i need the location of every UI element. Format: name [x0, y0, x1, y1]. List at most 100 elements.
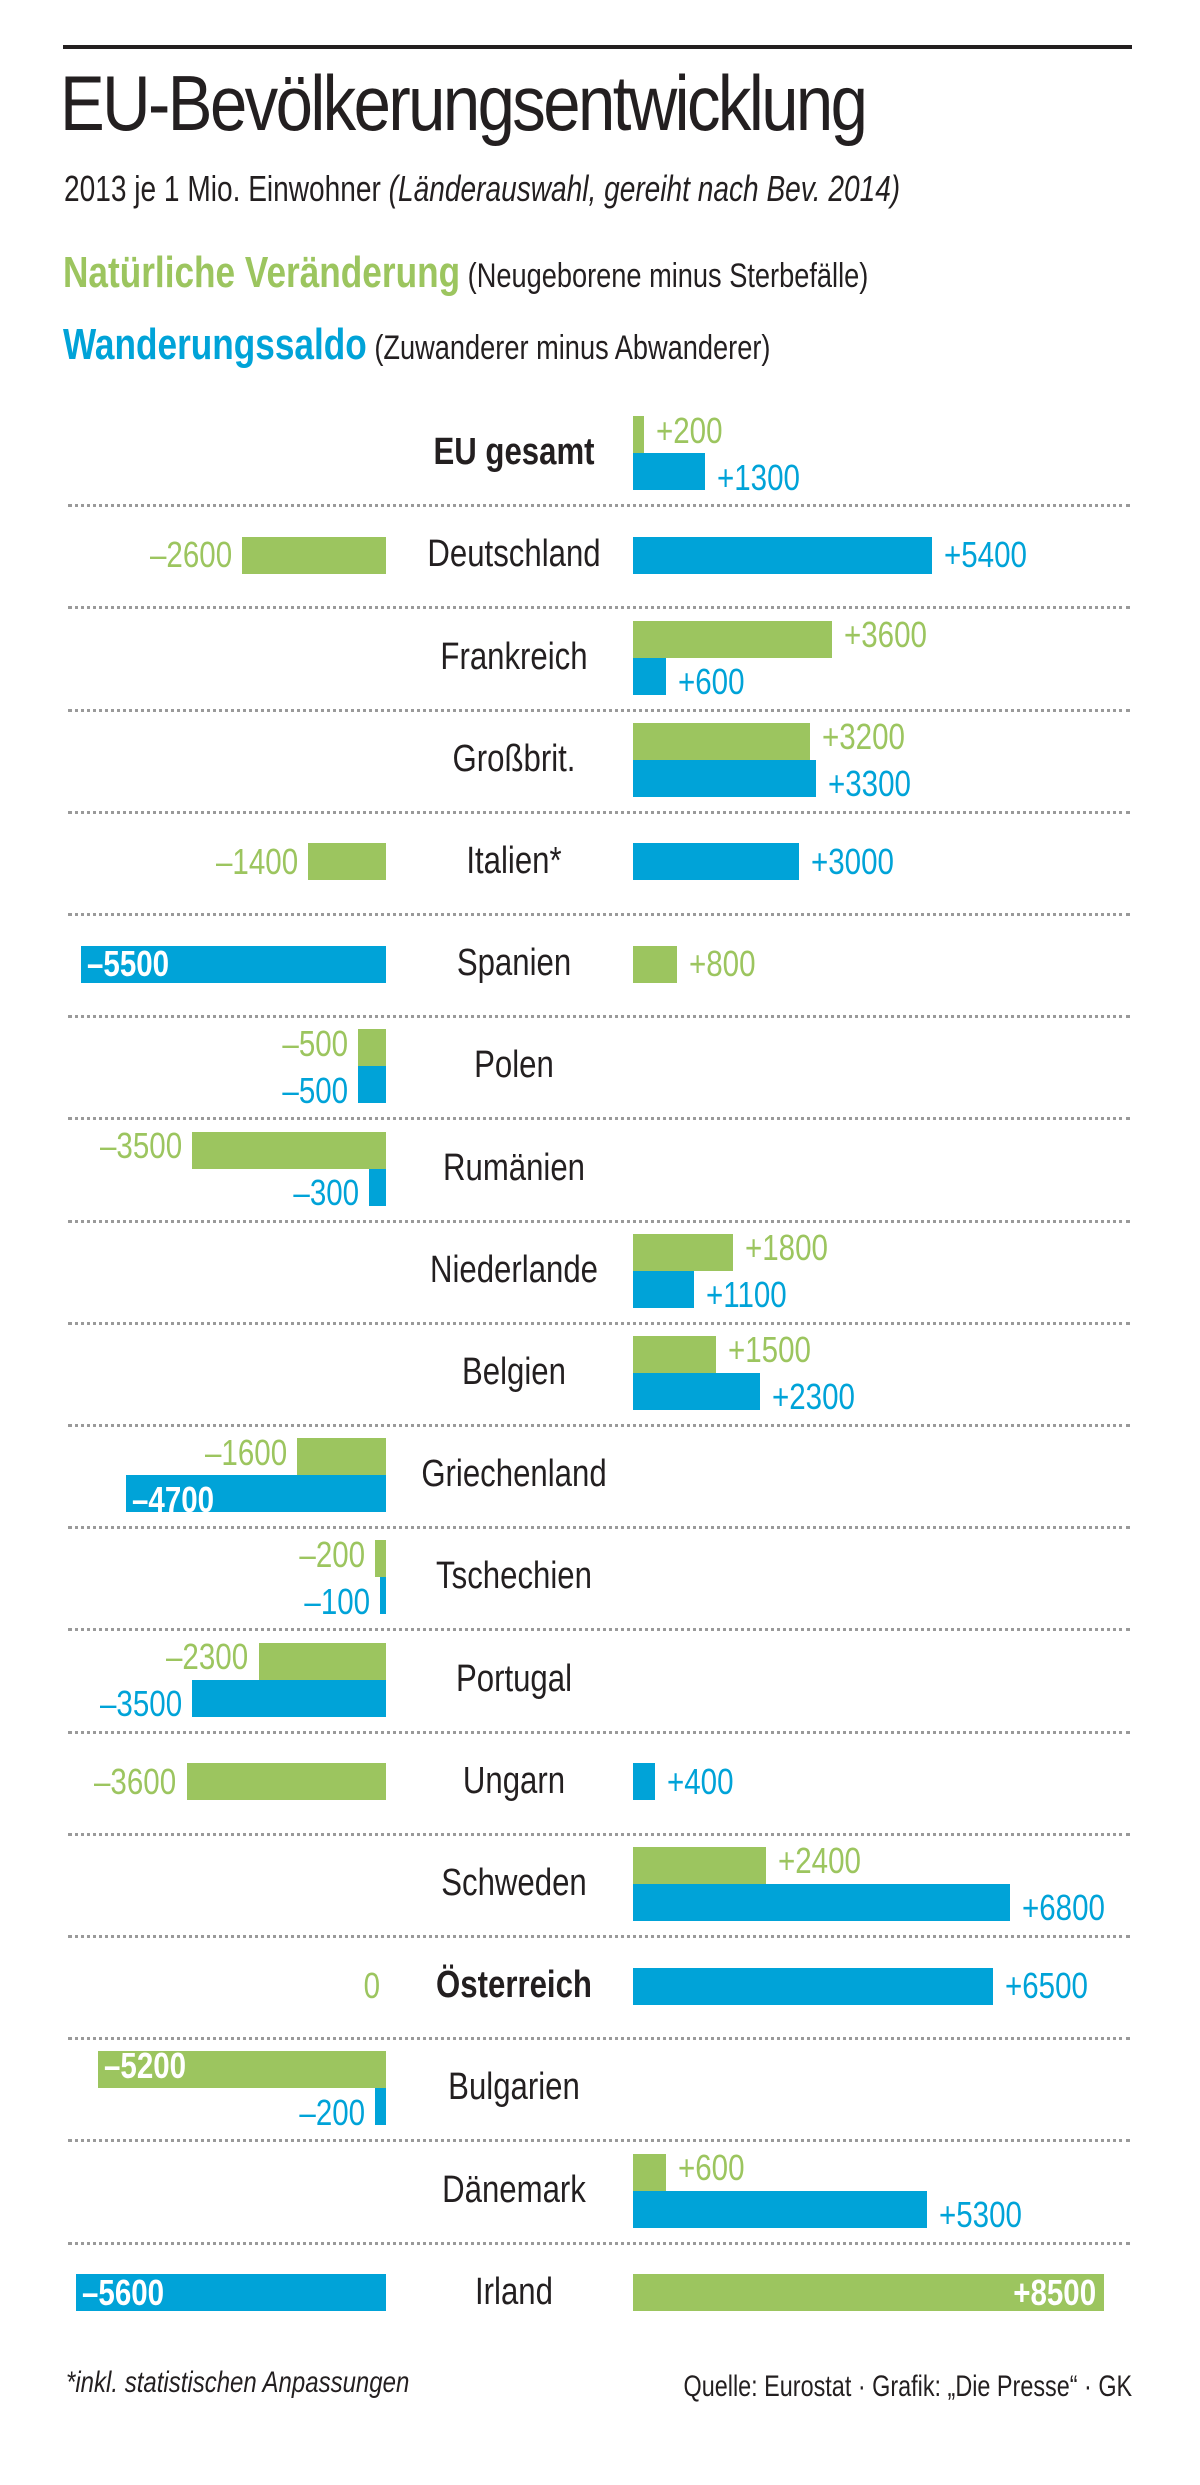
migration-value-label: –3500 — [100, 1683, 183, 1724]
natural-bar — [186, 1763, 386, 1801]
natural-value-label: +600 — [678, 2147, 745, 2188]
row-separator — [68, 1628, 1130, 1632]
subtitle-note: (Länderauswahl, gereiht nach Bev. 2014) — [388, 168, 901, 209]
chart-subtitle: 2013 je 1 Mio. Einwohner (Länderauswahl,… — [64, 168, 900, 210]
migration-bar — [633, 1270, 694, 1308]
country-label: Schweden — [441, 1861, 587, 1904]
natural-bar — [258, 1642, 386, 1680]
country-label: Griechenland — [421, 1453, 607, 1496]
natural-bar — [633, 945, 678, 983]
natural-value-label: –200 — [299, 1533, 365, 1575]
natural-bar — [633, 1846, 766, 1884]
migration-bar — [192, 1679, 386, 1717]
row-separator — [68, 1219, 1130, 1223]
row-separator — [68, 2139, 1130, 2143]
natural-bar — [358, 1029, 386, 1067]
natural-value-label: +8500 — [1012, 2271, 1096, 2313]
row-separator — [68, 1832, 1130, 1836]
chart-title: EU-Bevölkerungsentwicklung — [60, 59, 868, 147]
migration-bar — [633, 2190, 927, 2228]
legend-migration: Wanderungssaldo (Zuwanderer minus Abwand… — [63, 320, 770, 370]
legend-natural-label: Natürliche Veränderung — [63, 248, 461, 297]
natural-value-label: –5200 — [103, 2044, 186, 2086]
natural-bar — [633, 2274, 1104, 2312]
migration-bar — [369, 1168, 386, 1206]
natural-bar — [633, 1233, 733, 1271]
row-separator — [68, 708, 1130, 712]
migration-value-label: +5400 — [944, 534, 1028, 576]
migration-value-label: –100 — [304, 1580, 371, 1622]
legend-migration-desc: (Zuwanderer minus Abwanderer) — [366, 329, 771, 367]
migration-bar — [81, 945, 386, 983]
natural-bar — [633, 722, 811, 760]
legend-migration-label: Wanderungssaldo — [63, 320, 367, 369]
natural-value-label: 0 — [363, 1965, 380, 2007]
natural-value-label: +1500 — [728, 1329, 812, 1371]
row-separator — [68, 1526, 1130, 1530]
migration-value-label: –4700 — [131, 1478, 214, 1520]
migration-value-label: +2300 — [772, 1376, 856, 1418]
migration-bar — [633, 1372, 761, 1410]
migration-bar — [633, 843, 800, 881]
migration-value-label: –5600 — [81, 2271, 164, 2313]
migration-bar — [374, 2088, 386, 2126]
row-separator — [68, 810, 1130, 814]
natural-bar — [374, 1540, 386, 1578]
migration-bar — [633, 1763, 656, 1801]
natural-value-label: +800 — [689, 943, 756, 985]
migration-bar — [633, 536, 933, 574]
natural-bar — [297, 1438, 386, 1476]
country-label: Bulgarien — [448, 2066, 580, 2109]
natural-value-label: –2300 — [166, 1636, 249, 1677]
natural-bar — [241, 536, 386, 574]
row-separator — [68, 1117, 1130, 1121]
migration-value-label: –200 — [299, 2091, 365, 2133]
country-label: Spanien — [456, 942, 572, 985]
migration-value-label: +6800 — [1021, 1887, 1105, 1929]
country-label: Deutschland — [427, 533, 601, 576]
migration-value-label: +3000 — [811, 840, 895, 882]
row-separator — [68, 1424, 1130, 1427]
natural-bar — [633, 2153, 667, 2191]
natural-value-label: –1600 — [205, 1431, 288, 1473]
natural-bar — [308, 843, 386, 881]
legend-natural: Natürliche Veränderung (Neugeborene minu… — [63, 248, 868, 298]
row-separator — [68, 2241, 1130, 2245]
natural-value-label: –3500 — [100, 1125, 183, 1166]
migration-bar — [380, 1577, 386, 1615]
natural-value-label: –3600 — [94, 1760, 177, 1802]
migration-bar — [633, 1883, 1010, 1921]
row-separator — [68, 1321, 1130, 1325]
migration-bar — [125, 1475, 386, 1513]
migration-bar — [633, 759, 816, 797]
country-label: Portugal — [455, 1657, 573, 1700]
natural-bar — [633, 416, 645, 454]
country-label: Dänemark — [442, 2168, 586, 2211]
natural-value-label: +1800 — [744, 1227, 828, 1269]
source-credit: Quelle: Eurostat · Grafik: „Die Presse“ … — [683, 2370, 1132, 2403]
migration-value-label: +400 — [667, 1760, 734, 1802]
country-label: Niederlande — [429, 1248, 599, 1291]
natural-value-label: +2400 — [777, 1840, 861, 1882]
natural-value-label: –500 — [282, 1022, 349, 1064]
natural-value-label: +3600 — [844, 614, 928, 655]
migration-bar — [633, 657, 667, 695]
subtitle-main: 2013 je 1 Mio. Einwohner — [64, 168, 389, 209]
natural-value-label: +200 — [656, 409, 723, 451]
migration-bar — [633, 453, 706, 491]
natural-bar — [633, 620, 833, 658]
country-label: Großbrit. — [452, 737, 576, 780]
row-separator — [68, 913, 1130, 916]
country-label: Frankreich — [440, 635, 588, 678]
migration-value-label: +6500 — [1005, 1965, 1089, 2007]
country-label: Österreich — [436, 1964, 592, 2007]
migration-value-label: +1300 — [717, 456, 800, 498]
row-separator — [68, 1015, 1130, 1019]
migration-value-label: –500 — [282, 1069, 349, 1111]
country-label: Polen — [474, 1044, 554, 1087]
row-separator — [68, 1935, 1130, 1938]
natural-bar — [192, 1131, 386, 1169]
row-separator — [68, 504, 1130, 508]
natural-value-label: –2600 — [149, 534, 232, 576]
